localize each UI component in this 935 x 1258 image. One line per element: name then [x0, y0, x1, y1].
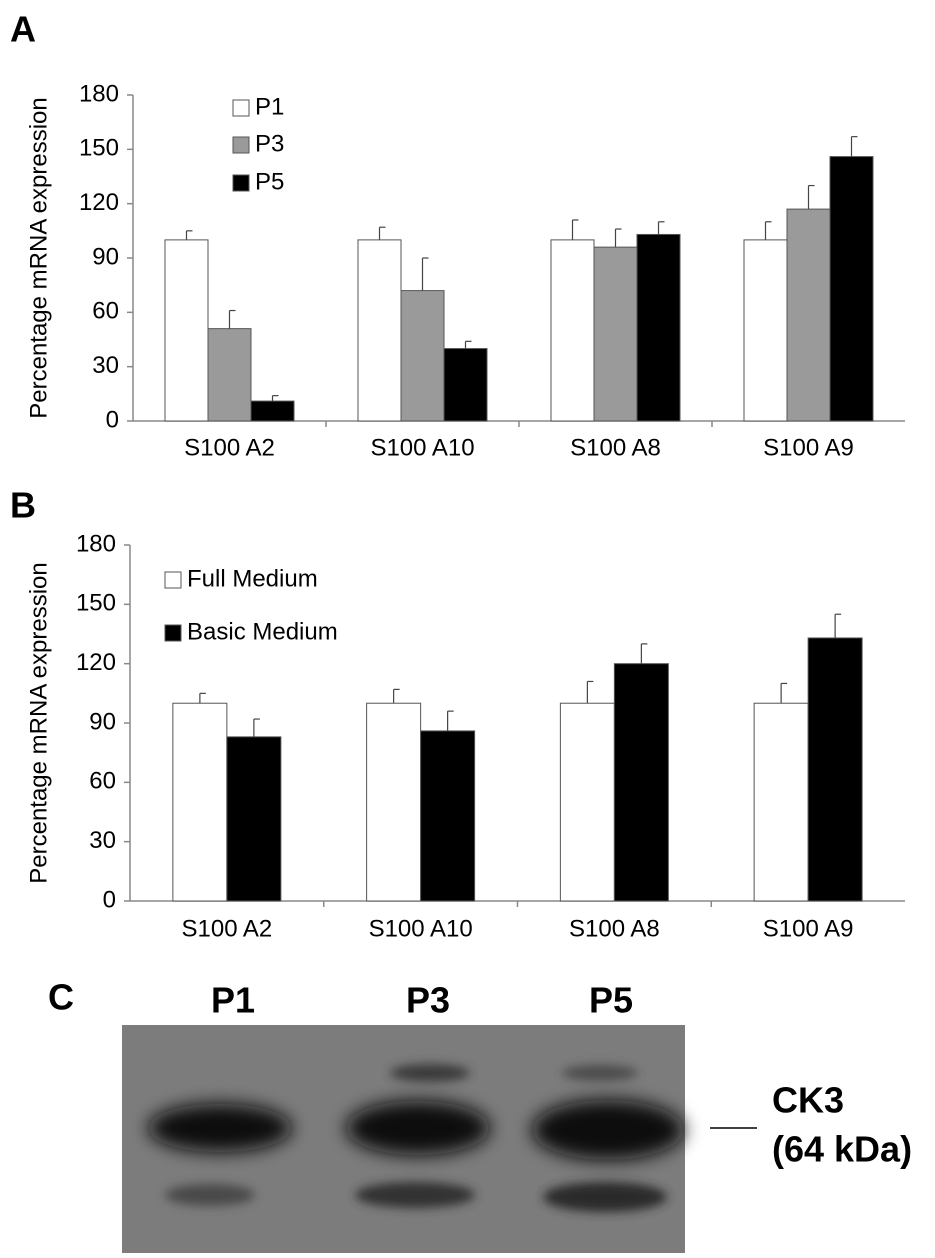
- band-size: (64 kDa): [772, 1129, 912, 1170]
- bar: [165, 240, 208, 421]
- y-tick-label: 180: [79, 80, 119, 107]
- x-tick-label: S100 A9: [763, 434, 854, 461]
- y-axis-label: Percentage mRNA expression: [25, 562, 52, 884]
- lane-label: P5: [589, 980, 633, 1021]
- y-tick-label: 30: [92, 352, 119, 379]
- lane-label: P3: [406, 980, 450, 1021]
- legend-label: P3: [255, 130, 284, 157]
- x-tick-label: S100 A8: [570, 434, 661, 461]
- y-tick-label: 150: [79, 135, 119, 162]
- y-tick-label: 90: [92, 243, 119, 270]
- legend-swatch: [233, 175, 249, 191]
- bar: [401, 291, 444, 421]
- panel-label: B: [10, 485, 36, 526]
- bar: [830, 157, 873, 421]
- y-tick-label: 0: [103, 886, 116, 913]
- bar: [787, 209, 830, 421]
- x-tick-label: S100 A8: [569, 915, 660, 942]
- x-tick-label: S100 A9: [763, 915, 854, 942]
- bar: [173, 703, 227, 901]
- legend-label: P5: [255, 168, 284, 195]
- figure: C P1 P3 P5 CK3 (64 kDa) A Percentage mRNA…: [0, 0, 935, 1253]
- bar: [227, 737, 281, 901]
- y-tick-label: 60: [92, 298, 119, 325]
- y-tick-label: 0: [106, 406, 119, 433]
- bar: [367, 703, 421, 901]
- y-tick-label: 30: [89, 827, 116, 854]
- x-tick-label: S100 A2: [184, 434, 275, 461]
- y-axis-label: Percentage mRNA expression: [25, 97, 52, 419]
- bar: [808, 638, 862, 901]
- page: C P1 P3 P5 CK3 (64 kDa) A Percentage mRNA…: [0, 0, 935, 1253]
- y-tick-label: 180: [76, 530, 116, 557]
- bar: [421, 731, 475, 901]
- legend-swatch: [233, 100, 249, 116]
- y-tick-label: 120: [76, 649, 116, 676]
- panel-label: A: [10, 9, 36, 50]
- legend-label: Full Medium: [187, 565, 318, 592]
- legend-swatch: [233, 137, 249, 153]
- legend-swatch: [165, 625, 181, 641]
- x-tick-label: S100 A2: [182, 915, 273, 942]
- bar: [637, 234, 680, 421]
- y-tick-label: 90: [89, 708, 116, 735]
- legend-swatch: [165, 572, 181, 588]
- bar: [551, 240, 594, 421]
- legend-label: P1: [255, 93, 284, 120]
- bar: [614, 664, 668, 901]
- y-tick-label: 120: [79, 189, 119, 216]
- blot-bands: [148, 1100, 684, 1160]
- x-tick-label: S100 A10: [370, 434, 474, 461]
- bar: [744, 240, 787, 421]
- bar: [754, 703, 808, 901]
- y-tick-label: 150: [76, 590, 116, 617]
- bar: [444, 349, 487, 421]
- bar: [358, 240, 401, 421]
- bar: [594, 247, 637, 421]
- bar: [208, 329, 251, 421]
- legend-label: Basic Medium: [187, 618, 338, 645]
- bar: [560, 703, 614, 901]
- panel-label: C: [48, 977, 74, 1018]
- lane-label: P1: [211, 980, 255, 1021]
- x-tick-label: S100 A10: [369, 915, 473, 942]
- y-tick-label: 60: [89, 768, 116, 795]
- bar: [251, 401, 294, 421]
- blot-panel: C P1 P3 P5 CK3 (64 kDa): [48, 977, 912, 1253]
- band-label: CK3: [772, 1080, 844, 1121]
